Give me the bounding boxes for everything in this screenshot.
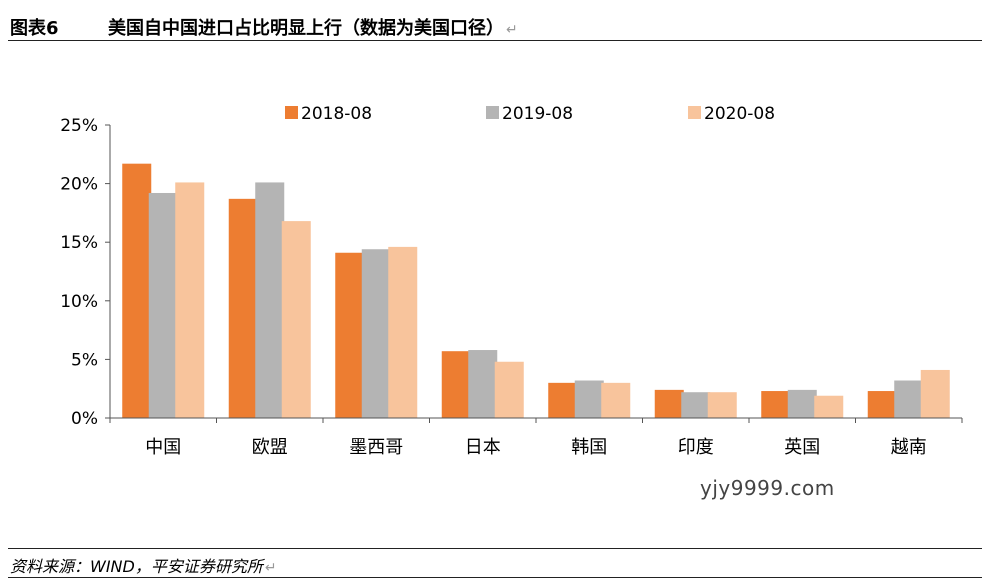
y-tick-label: 25% — [60, 116, 98, 136]
bars — [122, 163, 950, 418]
chart-title: 美国自中国进口占比明显上行（数据为美国口径） ↵ — [108, 14, 518, 40]
bar — [681, 392, 711, 418]
y-axis: 0% 5% 10% 15% 20% 25% — [60, 116, 111, 429]
bar — [468, 350, 498, 418]
bar — [441, 351, 471, 418]
bar — [255, 182, 285, 418]
bar — [388, 246, 418, 418]
x-tick-label: 欧盟 — [252, 437, 288, 458]
bar — [548, 382, 578, 418]
source-text: 资料来源：WIND，平安证券研究所 — [10, 557, 263, 576]
bar — [707, 392, 737, 418]
bar — [228, 198, 258, 418]
x-tick-label: 印度 — [678, 437, 714, 458]
source-note: 资料来源：WIND，平安证券研究所 ↵ — [10, 553, 277, 577]
bar — [335, 252, 365, 418]
bar — [122, 163, 152, 418]
bar — [654, 389, 684, 418]
x-tick-label: 墨西哥 — [349, 437, 403, 458]
figure-footer: 资料来源：WIND，平安证券研究所 ↵ — [8, 548, 982, 578]
bar — [894, 380, 924, 418]
bar — [601, 382, 631, 418]
legend-label: 2019-08 — [502, 104, 573, 124]
return-mark-icon: ↵ — [264, 560, 277, 576]
watermark: yjy9999.com — [700, 476, 835, 500]
bar — [787, 389, 817, 418]
legend-swatch — [688, 106, 701, 119]
y-tick-label: 5% — [71, 350, 98, 370]
bar — [761, 391, 791, 418]
return-mark-icon: ↵ — [506, 22, 518, 38]
bar — [148, 192, 178, 418]
bar — [494, 361, 524, 418]
legend-label: 2018-08 — [301, 104, 372, 124]
bar — [281, 221, 311, 418]
figure-header: 图表6 美国自中国进口占比明显上行（数据为美国口径） ↵ — [8, 10, 982, 41]
figure-number: 图表6 — [10, 18, 59, 39]
y-tick-label: 20% — [60, 175, 98, 195]
bar — [361, 249, 391, 418]
legend-swatch — [486, 106, 499, 119]
legend: 2018-08 2019-08 2020-08 — [285, 104, 775, 124]
x-tick-label: 英国 — [784, 437, 820, 458]
x-tick-label: 日本 — [465, 437, 501, 458]
x-tick-label: 越南 — [891, 437, 927, 458]
bar — [867, 391, 897, 418]
y-tick-label: 15% — [60, 233, 98, 253]
bar — [574, 380, 604, 418]
bar — [920, 369, 950, 418]
x-tick-label: 中国 — [145, 437, 181, 458]
legend-swatch — [285, 106, 298, 119]
bar — [814, 395, 844, 418]
y-tick-label: 0% — [71, 409, 98, 429]
x-tick-label: 韩国 — [571, 437, 607, 458]
bar — [175, 182, 205, 418]
legend-label: 2020-08 — [704, 104, 775, 124]
chart-title-text: 美国自中国进口占比明显上行（数据为美国口径） — [108, 18, 504, 39]
y-tick-label: 10% — [60, 292, 98, 312]
x-axis: 中国 欧盟 墨西哥 日本 韩国 印度 英国 越南 — [109, 417, 963, 458]
